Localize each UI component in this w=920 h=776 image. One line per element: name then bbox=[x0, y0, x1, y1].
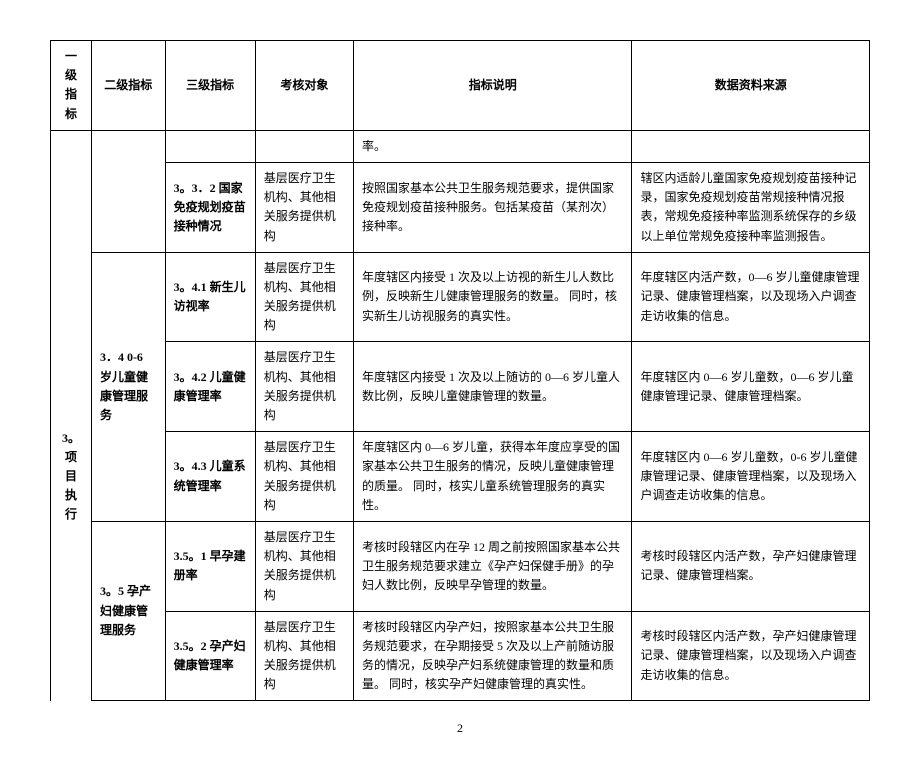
cell-target-r4: 基层医疗卫生机构、其他相关服务提供机构 bbox=[255, 432, 353, 522]
cell-level3-r6: 3.5。2 孕产妇健康管理率 bbox=[165, 611, 255, 701]
cell-level2-blank bbox=[91, 130, 165, 252]
cell-target-r3: 基层医疗卫生机构、其他相关服务提供机构 bbox=[255, 342, 353, 432]
cell-desc-r2: 年度辖区内接受 1 次及以上访视的新生儿人数比例，反映新生儿健康管理服务的数量。… bbox=[353, 252, 631, 342]
cell-level3-r1: 3。3．2 国家免疫规划疫苗接种情况 bbox=[165, 162, 255, 252]
cell-level3-r5: 3.5。1 早孕建册率 bbox=[165, 521, 255, 611]
header-target: 考核对象 bbox=[255, 41, 353, 131]
cell-desc-r4: 年度辖区内 0—6 岁儿童，获得本年度应享受的国家基本公共卫生服务的情况，反映儿… bbox=[353, 432, 631, 522]
cell-level2-group3: 3。5 孕产妇健康管理服务 bbox=[91, 521, 165, 701]
cell-level1-blank bbox=[51, 130, 92, 252]
cell-target-r2: 基层医疗卫生机构、其他相关服务提供机构 bbox=[255, 252, 353, 342]
cell-source-r2: 年度辖区内活产数，0—6 岁儿童健康管理记录、健康管理档案，以及现场入户调查走访… bbox=[632, 252, 870, 342]
cell-target-blank bbox=[255, 130, 353, 162]
table-row: 3。4.2 儿童健康管理率 基层医疗卫生机构、其他相关服务提供机构 年度辖区内接… bbox=[51, 342, 870, 432]
cell-source-r6: 考核时段辖区内活产数，孕产妇健康管理记录、健康管理档案，以及现场入户调查走访收集… bbox=[632, 611, 870, 701]
page-number: 2 bbox=[50, 721, 870, 736]
cell-source-r1: 辖区内适龄儿童国家免疫规划疫苗接种记录，国家免疫规划疫苗常规接种情况报表，常规免… bbox=[632, 162, 870, 252]
cell-level3-r3: 3。4.2 儿童健康管理率 bbox=[165, 342, 255, 432]
cell-level3-blank bbox=[165, 130, 255, 162]
cell-target-r1: 基层医疗卫生机构、其他相关服务提供机构 bbox=[255, 162, 353, 252]
cell-level2-group2: 3．4 0-6 岁儿童健康管理服务 bbox=[91, 252, 165, 521]
header-level2: 二级指标 bbox=[91, 41, 165, 131]
cell-level1: 3。项目执行 bbox=[51, 252, 92, 701]
header-level1: 一级指标 bbox=[51, 41, 92, 131]
cell-level3-r4: 3。4.3 儿童系统管理率 bbox=[165, 432, 255, 522]
cell-target-r6: 基层医疗卫生机构、其他相关服务提供机构 bbox=[255, 611, 353, 701]
cell-desc-r1: 按照国家基本公共卫生服务规范要求，提供国家免疫规划疫苗接种服务。包括某疫苗（某剂… bbox=[353, 162, 631, 252]
cell-source-r0 bbox=[632, 130, 870, 162]
cell-source-r3: 年度辖区内 0—6 岁儿童数，0—6 岁儿童健康管理记录、健康管理档案。 bbox=[632, 342, 870, 432]
cell-desc-r3: 年度辖区内接受 1 次及以上随访的 0—6 岁儿童人数比例，反映儿童健康管理的数… bbox=[353, 342, 631, 432]
table-row: 3.5。2 孕产妇健康管理率 基层医疗卫生机构、其他相关服务提供机构 考核时段辖… bbox=[51, 611, 870, 701]
indicator-table: 一级指标 二级指标 三级指标 考核对象 指标说明 数据资料来源 率。 3。3．2… bbox=[50, 40, 870, 701]
table-row: 3。项目执行 3．4 0-6 岁儿童健康管理服务 3。4.1 新生儿访视率 基层… bbox=[51, 252, 870, 342]
table-row: 率。 bbox=[51, 130, 870, 162]
table-row: 3。5 孕产妇健康管理服务 3.5。1 早孕建册率 基层医疗卫生机构、其他相关服… bbox=[51, 521, 870, 611]
header-level3: 三级指标 bbox=[165, 41, 255, 131]
cell-desc-r6: 考核时段辖区内孕产妇，按照家基本公共卫生服务规范要求，在孕期接受 5 次及以上产… bbox=[353, 611, 631, 701]
table-row: 3。4.3 儿童系统管理率 基层医疗卫生机构、其他相关服务提供机构 年度辖区内 … bbox=[51, 432, 870, 522]
header-desc: 指标说明 bbox=[353, 41, 631, 131]
cell-level3-r2: 3。4.1 新生儿访视率 bbox=[165, 252, 255, 342]
cell-desc-r0: 率。 bbox=[353, 130, 631, 162]
header-source: 数据资料来源 bbox=[632, 41, 870, 131]
cell-source-r4: 年度辖区内 0—6 岁儿童数，0-6 岁儿童健康管理记录、健康管理档案，以及现场… bbox=[632, 432, 870, 522]
table-row: 3。3．2 国家免疫规划疫苗接种情况 基层医疗卫生机构、其他相关服务提供机构 按… bbox=[51, 162, 870, 252]
table-header-row: 一级指标 二级指标 三级指标 考核对象 指标说明 数据资料来源 bbox=[51, 41, 870, 131]
cell-desc-r5: 考核时段辖区内在孕 12 周之前按照国家基本公共卫生服务规范要求建立《孕产妇保健… bbox=[353, 521, 631, 611]
cell-source-r5: 考核时段辖区内活产数，孕产妇健康管理记录、健康管理档案。 bbox=[632, 521, 870, 611]
cell-target-r5: 基层医疗卫生机构、其他相关服务提供机构 bbox=[255, 521, 353, 611]
